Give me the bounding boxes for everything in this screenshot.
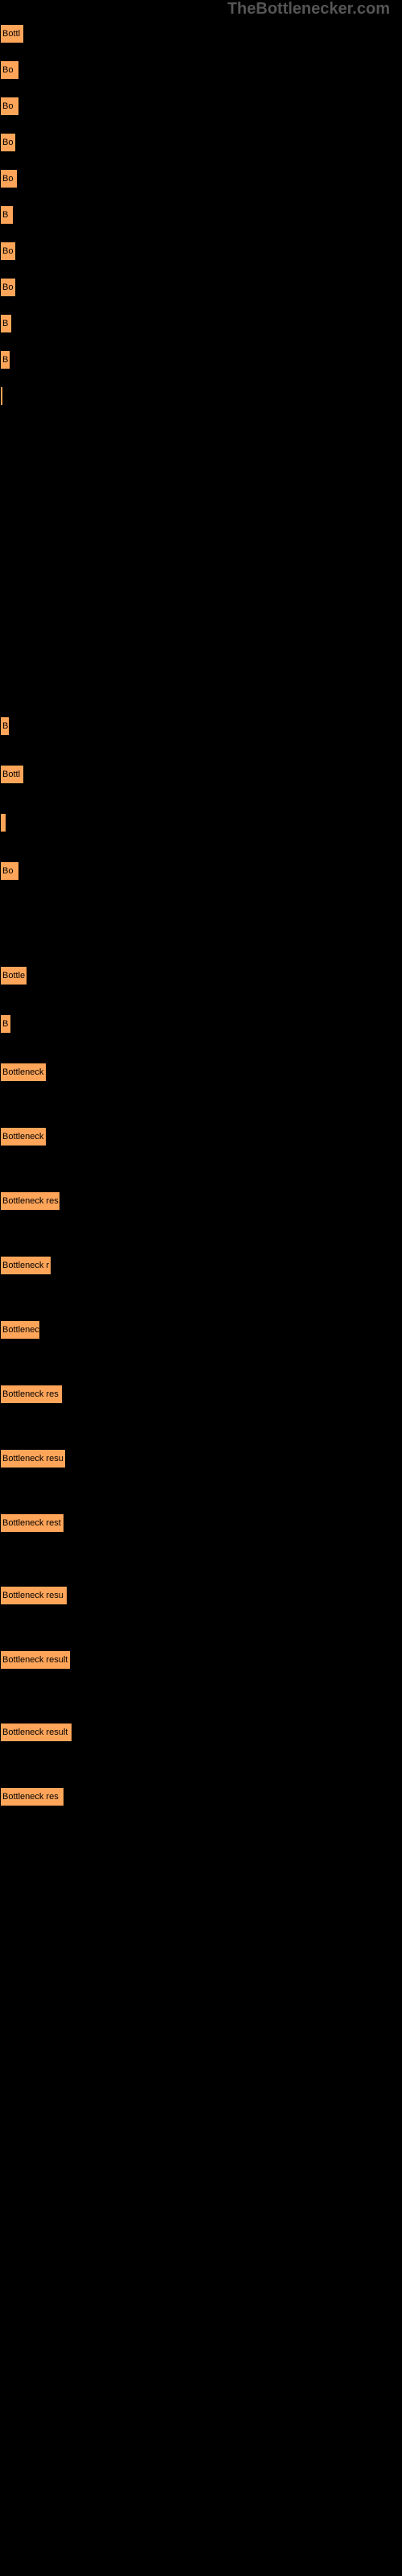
bar-row: Bottleneck resu — [0, 1586, 68, 1605]
bar-row: Bottleneck — [0, 1063, 47, 1082]
bar: Bo — [0, 278, 16, 297]
bar: Bottleneck resu — [0, 1586, 68, 1605]
bar: Bottleneck resu — [0, 1449, 66, 1468]
bar: B — [0, 205, 14, 225]
bar: B — [0, 716, 10, 736]
bar: B — [0, 1014, 11, 1034]
bar: Bottle — [0, 966, 27, 985]
bar-row: Bottleneck res — [0, 1787, 64, 1806]
bar-row: Bottleneck — [0, 1127, 47, 1146]
bar: Bottleneck res — [0, 1191, 60, 1211]
bar-row: B — [0, 350, 10, 369]
bar: B — [0, 314, 12, 333]
bar: Bo — [0, 60, 19, 80]
bar: Bottleneck result — [0, 1723, 72, 1742]
bar-row: Bottleneck result — [0, 1723, 72, 1742]
bar: B — [0, 350, 10, 369]
bar-row: Bottl — [0, 765, 24, 784]
bar-row: B — [0, 716, 10, 736]
bar — [0, 813, 6, 832]
bar-row: Bo — [0, 861, 19, 881]
bar: Bottleneck — [0, 1063, 47, 1082]
bar-row: Bo — [0, 278, 16, 297]
bar-row: Bottleneck res — [0, 1191, 60, 1211]
bar: Bo — [0, 242, 16, 261]
bar: Bottleneck result — [0, 1650, 71, 1670]
bar-row: Bottleneck resu — [0, 1449, 66, 1468]
bar: Bo — [0, 169, 18, 188]
bar-row: Bottleneck result — [0, 1650, 71, 1670]
bar-row — [0, 386, 3, 406]
bar: Bottleneck res — [0, 1787, 64, 1806]
bar-row: Bottleneck r — [0, 1256, 51, 1275]
bar-row: Bo — [0, 60, 19, 80]
bar: Bottl — [0, 765, 24, 784]
bar-row: B — [0, 314, 12, 333]
bar-row: B — [0, 1014, 11, 1034]
bar: Bottleneck res — [0, 1385, 63, 1404]
bar-row: Bottleneck res — [0, 1385, 63, 1404]
watermark-text: TheBottlenecker.com — [228, 0, 390, 19]
bar: Bo — [0, 97, 19, 116]
bar: Bo — [0, 133, 16, 152]
bar: Bottlenec — [0, 1320, 40, 1340]
bar: Bottl — [0, 24, 24, 43]
bar-row: Bottl — [0, 24, 24, 43]
bar-row — [0, 813, 6, 832]
bar-row: Bottlenec — [0, 1320, 40, 1340]
bar-row: B — [0, 205, 14, 225]
bar: Bo — [0, 861, 19, 881]
bar: Bottleneck rest — [0, 1513, 64, 1533]
bar-row: Bottleneck rest — [0, 1513, 64, 1533]
bar-row: Bo — [0, 242, 16, 261]
bar: Bottleneck — [0, 1127, 47, 1146]
bar-row: Bottle — [0, 966, 27, 985]
bar-row: Bo — [0, 133, 16, 152]
bar: Bottleneck r — [0, 1256, 51, 1275]
bar — [0, 386, 3, 406]
bar-row: Bo — [0, 169, 18, 188]
bar-row: Bo — [0, 97, 19, 116]
